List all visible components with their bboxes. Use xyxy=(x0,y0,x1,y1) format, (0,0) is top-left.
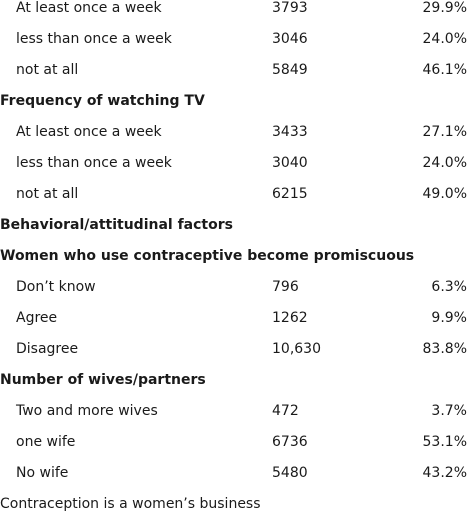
section-header-label: Women who use contraceptive become promi… xyxy=(0,248,415,264)
row-count: 3046 xyxy=(272,31,308,47)
table-row: Don’t know 796 6.3% xyxy=(0,272,474,303)
section-header-label: Behavioral/attitudinal factors xyxy=(0,217,233,233)
table-row: Two and more wives 472 3.7% xyxy=(0,396,474,427)
row-count: 472 xyxy=(272,403,299,419)
row-percent: 24.0% xyxy=(422,155,467,171)
table-row: At least once a week 3793 29.9% xyxy=(0,0,474,24)
row-count: 1262 xyxy=(272,310,308,326)
row-percent: 9.9% xyxy=(431,310,467,326)
row-label: At least once a week xyxy=(16,124,162,140)
row-label: Two and more wives xyxy=(16,403,158,419)
row-label: Contraception is a women’s business xyxy=(0,496,261,512)
section-header-label: Number of wives/partners xyxy=(0,372,206,388)
row-count: 3040 xyxy=(272,155,308,171)
table-row: Disagree 10,630 83.8% xyxy=(0,334,474,365)
row-percent: 27.1% xyxy=(422,124,467,140)
table-row: not at all 5849 46.1% xyxy=(0,55,474,86)
row-label: At least once a week xyxy=(16,0,162,16)
row-count: 796 xyxy=(272,279,299,295)
row-count: 10,630 xyxy=(272,341,321,357)
row-percent: 6.3% xyxy=(431,279,467,295)
table-row: not at all 6215 49.0% xyxy=(0,179,474,210)
row-count: 3433 xyxy=(272,124,308,140)
row-percent: 3.7% xyxy=(431,403,467,419)
row-count: 6736 xyxy=(272,434,308,450)
row-label: not at all xyxy=(16,62,79,78)
table-row: less than once a week 3040 24.0% xyxy=(0,148,474,179)
row-label: less than once a week xyxy=(16,31,172,47)
row-percent: 53.1% xyxy=(422,434,467,450)
row-label: not at all xyxy=(16,186,79,202)
row-label: Disagree xyxy=(16,341,79,357)
row-label: one wife xyxy=(16,434,76,450)
row-label: less than once a week xyxy=(16,155,172,171)
row-percent: 49.0% xyxy=(422,186,467,202)
section-header-label: Frequency of watching TV xyxy=(0,93,205,109)
row-percent: 24.0% xyxy=(422,31,467,47)
table-row: less than once a week 3046 24.0% xyxy=(0,24,474,55)
row-count: 5849 xyxy=(272,62,308,78)
row-label: Agree xyxy=(16,310,58,326)
row-percent: 83.8% xyxy=(422,341,467,357)
section-header: Frequency of watching TV xyxy=(0,86,474,117)
row-percent: 29.9% xyxy=(422,0,467,16)
table-row: Agree 1262 9.9% xyxy=(0,303,474,334)
table-row: At least once a week 3433 27.1% xyxy=(0,117,474,148)
section-header: Behavioral/attitudinal factors xyxy=(0,210,474,241)
row-percent: 46.1% xyxy=(422,62,467,78)
row-label: Don’t know xyxy=(16,279,96,295)
row-count: 6215 xyxy=(272,186,308,202)
table-row: Contraception is a women’s business xyxy=(0,489,474,520)
row-count: 3793 xyxy=(272,0,308,16)
section-header: Women who use contraceptive become promi… xyxy=(0,241,474,272)
table-row: one wife 6736 53.1% xyxy=(0,427,474,458)
section-header: Number of wives/partners xyxy=(0,365,474,396)
